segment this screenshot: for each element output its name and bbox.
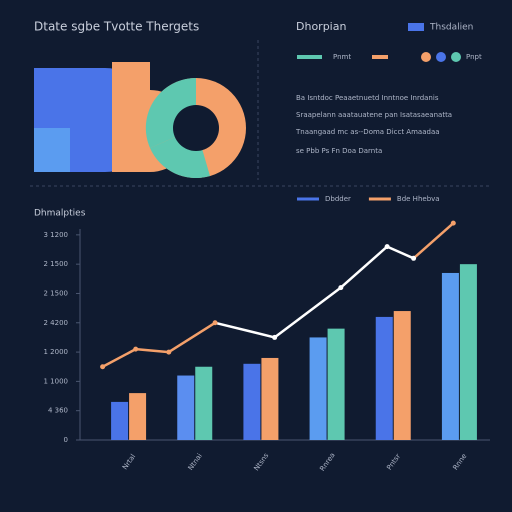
line-segment [213,321,276,339]
line-segment [412,221,455,260]
y-tick-label: 2 1500 [44,289,69,297]
line-segment [134,347,171,354]
y-tick-label: 2 4200 [44,319,69,327]
bar [111,401,129,440]
line-point [338,285,344,291]
line-point [450,220,456,226]
y-tick-label: 1 1000 [44,377,69,385]
line-point [212,320,218,326]
bar [261,357,279,440]
bar [309,337,327,440]
line-segment [167,321,217,354]
bar [177,375,195,440]
chart-title: Dhmalpties [34,209,86,219]
legend-label: Bde Hhebva [397,195,440,203]
bar [327,328,345,440]
bar [459,264,477,440]
line-point [272,334,278,340]
line-point [133,346,139,352]
legend-dot [421,52,431,62]
line-point [384,244,390,250]
line-point [411,255,417,261]
line-segment [339,245,389,289]
logo [34,62,246,179]
title: Dtate sgbe Tvotte Thergets [34,20,199,34]
summary-line: Sraapelann aaatauatene pan Isatasaeanatt… [296,111,452,119]
y-tick-label: 1 2000 [44,348,69,356]
line-segment [101,347,137,368]
legend-swatch [408,23,424,31]
y-tick-label: 0 [64,436,68,444]
line-point [166,349,172,355]
summary-line: Tnaangaad mc as--Doma Dicct Amaadaa [295,128,440,136]
bar [375,316,393,440]
bar [441,272,459,440]
y-tick-label: 4 360 [48,407,68,415]
y-tick-label: 2 1500 [44,260,69,268]
legend-label: Thsdalien [429,23,473,33]
subtitle: Dhorpian [296,20,346,33]
bar [393,311,411,440]
line-segment [273,286,343,339]
line-point [100,364,106,370]
summary-line: se Pbb Ps Fn Doa Darnta [296,147,382,155]
bar [243,363,261,440]
line-segment [385,245,415,260]
bar [129,393,147,440]
legend-dot [451,52,461,62]
legend-dot [436,52,446,62]
legend-label: Dbdder [325,195,351,203]
summary-line: Ba Isntdoc Peaaetnuetd Inntnoe Inrdanis [296,94,439,102]
legend-label: Pnmt [333,53,351,61]
bar [195,366,213,440]
y-tick-label: 3 1200 [44,231,69,239]
legend-label: Pnpt [466,53,482,61]
